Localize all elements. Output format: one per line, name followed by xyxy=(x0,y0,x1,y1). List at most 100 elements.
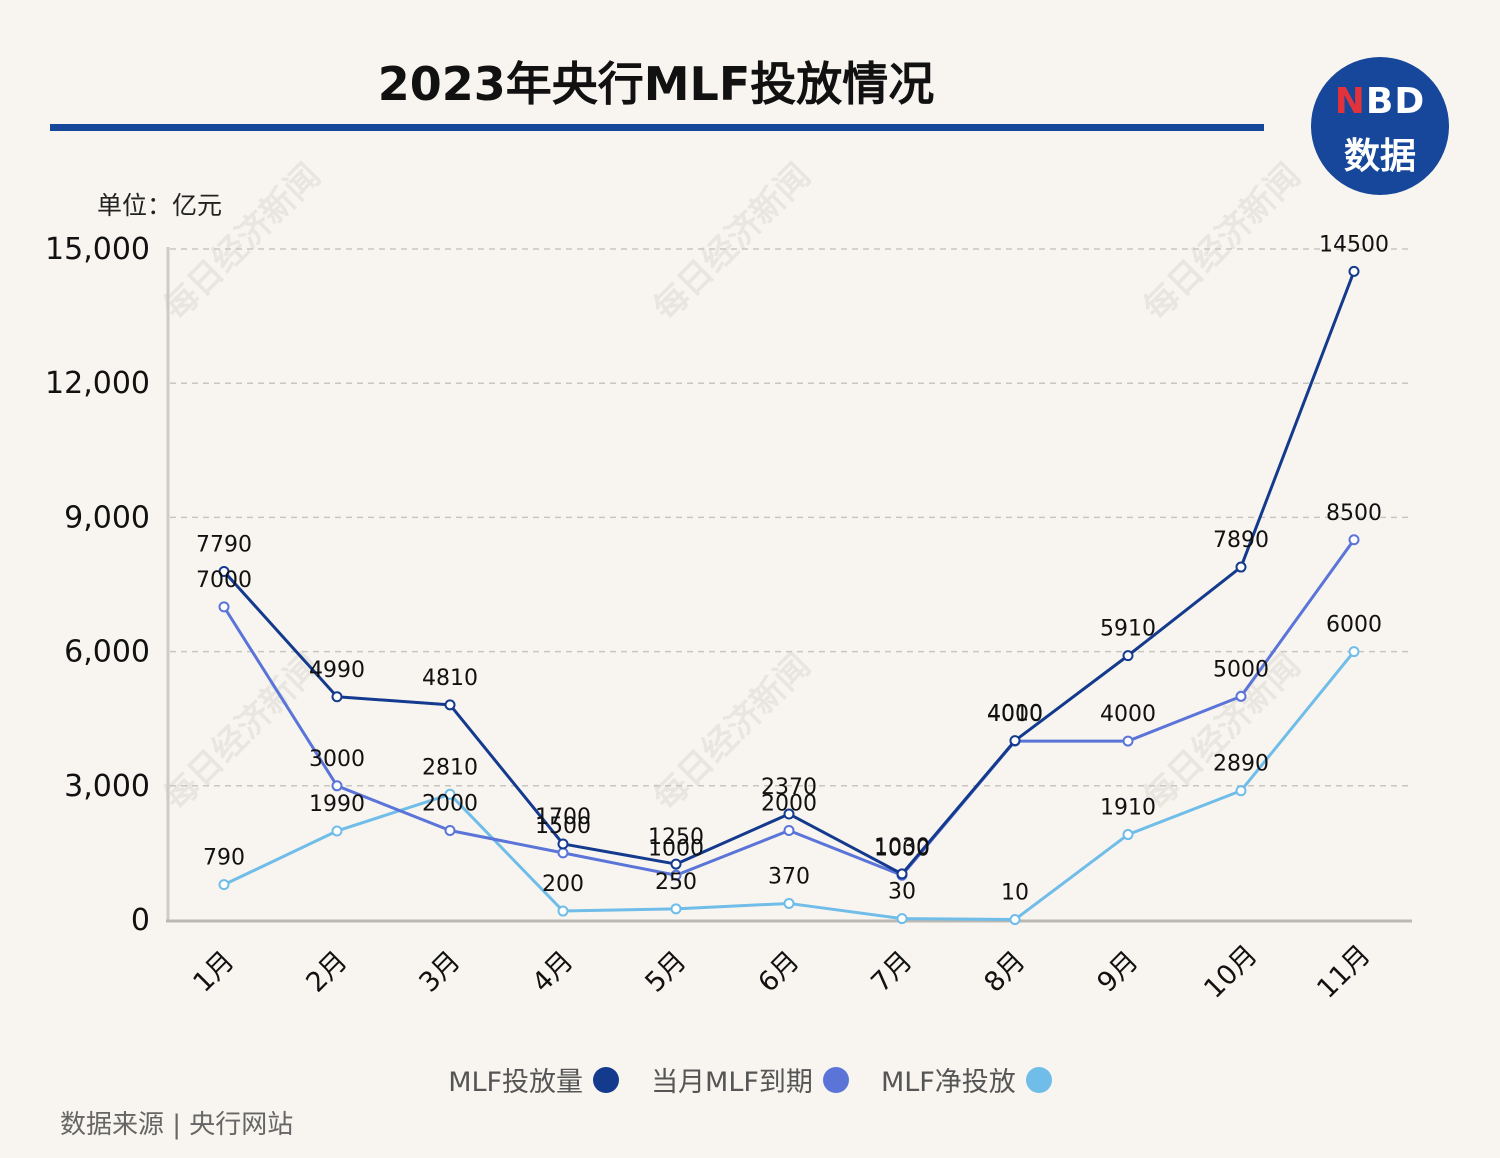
data-label: 1700 xyxy=(535,805,591,830)
legend-item: 当月MLF到期 xyxy=(651,1060,849,1099)
data-point xyxy=(444,825,456,837)
data-label: 2000 xyxy=(761,792,817,817)
data-label: 7000 xyxy=(196,568,252,593)
data-point xyxy=(331,780,343,792)
data-point xyxy=(896,868,908,880)
logo-letters-bd: BD xyxy=(1365,81,1426,122)
data-point xyxy=(670,903,682,915)
data-label: 1030 xyxy=(874,835,930,860)
data-point xyxy=(1235,561,1247,573)
data-point xyxy=(218,601,230,613)
legend-swatch xyxy=(822,1066,849,1093)
data-label: 1250 xyxy=(648,825,704,850)
axes: 0 3,000 6,000 9,000 12,000 15,000 1月 2月 3月 4月 5月 6月… xyxy=(45,232,1412,1005)
data-label: 2000 xyxy=(422,792,478,817)
data-point xyxy=(783,808,795,820)
watermark-text: 每日经济新闻 xyxy=(646,156,819,329)
data-point xyxy=(218,879,230,891)
watermark-text: 每日经济新闻 xyxy=(156,156,329,329)
chart-title: 2023年央行MLF投放情况 xyxy=(377,57,935,111)
data-label: 2370 xyxy=(761,775,817,800)
data-point xyxy=(1122,735,1134,747)
watermark-text: 每日经济新闻 xyxy=(1136,156,1309,329)
data-label: 8500 xyxy=(1326,501,1382,526)
data-point xyxy=(1348,646,1360,658)
series xyxy=(218,265,1360,926)
x-tick-label: 3月 xyxy=(413,945,466,998)
data-point xyxy=(1348,534,1360,546)
data-label: 370 xyxy=(768,864,810,889)
data-label: 4990 xyxy=(309,658,365,683)
x-tick-label: 10月 xyxy=(1198,939,1263,1004)
legend-label: MLF净投放 xyxy=(880,1067,1016,1098)
x-tick-label: 11月 xyxy=(1311,939,1376,1004)
x-tick-label: 8月 xyxy=(978,945,1031,998)
data-label: 5910 xyxy=(1100,617,1156,642)
data-label: 4000 xyxy=(987,702,1043,727)
data-point xyxy=(670,858,682,870)
x-tick-label: 6月 xyxy=(752,945,805,998)
data-label: 1990 xyxy=(309,792,365,817)
data-label: 250 xyxy=(655,870,697,895)
data-point xyxy=(557,838,569,850)
data-label: 2890 xyxy=(1213,752,1269,777)
data-label: 3000 xyxy=(309,747,365,772)
data-point xyxy=(1235,690,1247,702)
data-point xyxy=(1348,265,1360,277)
data-point xyxy=(1009,735,1021,747)
data-label: 7790 xyxy=(196,533,252,558)
data-label: 4010 xyxy=(987,702,1043,727)
data-label: 1000 xyxy=(648,836,704,861)
y-tick-label: 15,000 xyxy=(45,232,150,267)
data-point xyxy=(1235,785,1247,797)
data-label: 4000 xyxy=(1100,702,1156,727)
data-point xyxy=(218,566,230,578)
title-underline xyxy=(50,124,1264,131)
x-tick-label: 9月 xyxy=(1091,945,1144,998)
data-point xyxy=(331,691,343,703)
x-tick-label: 1月 xyxy=(187,945,240,998)
data-label: 6000 xyxy=(1326,613,1382,638)
data-label: 7890 xyxy=(1213,528,1269,553)
data-label: 790 xyxy=(203,846,245,871)
logo-letter-n: N xyxy=(1334,81,1366,122)
y-tick-label: 9,000 xyxy=(64,500,150,535)
data-point xyxy=(444,699,456,711)
x-tick-label: 5月 xyxy=(639,945,692,998)
data-label: 2810 xyxy=(422,755,478,780)
y-tick-label: 6,000 xyxy=(64,635,150,670)
x-tick-label: 4月 xyxy=(526,945,579,998)
legend-swatch xyxy=(593,1066,620,1093)
unit-label: 单位：亿元 xyxy=(97,191,223,220)
legend-label: MLF投放量 xyxy=(448,1067,584,1098)
legend-swatch xyxy=(1025,1066,1052,1093)
data-point xyxy=(783,825,795,837)
data-label: 200 xyxy=(542,872,584,897)
x-tick-label: 7月 xyxy=(865,945,918,998)
legend-label: 当月MLF到期 xyxy=(651,1067,813,1098)
data-point xyxy=(444,788,456,800)
legend-item: MLF投放量 xyxy=(448,1060,620,1099)
nbd-logo: NBD 数据 xyxy=(1311,57,1449,195)
data-label: 30 xyxy=(888,880,916,905)
logo-data-text: 数据 xyxy=(1343,136,1416,177)
y-tick-label: 3,000 xyxy=(64,769,150,804)
data-label: 1000 xyxy=(874,836,930,861)
data-label: 5000 xyxy=(1213,657,1269,682)
data-label: 4810 xyxy=(422,666,478,691)
data-point xyxy=(783,897,795,909)
x-tick-label: 2月 xyxy=(300,945,353,998)
data-label: 14500 xyxy=(1319,232,1389,257)
legend: MLF投放量 当月MLF到期 MLF净投放 xyxy=(0,1060,1500,1099)
y-tick-label: 0 xyxy=(131,903,150,938)
data-point xyxy=(1009,914,1021,926)
data-point xyxy=(1122,650,1134,662)
data-point xyxy=(331,825,343,837)
series-line xyxy=(222,538,1356,877)
data-label: 10 xyxy=(1001,881,1029,906)
legend-item: MLF净投放 xyxy=(881,1060,1052,1099)
data-label: 1500 xyxy=(535,814,591,839)
data-point xyxy=(896,913,908,925)
